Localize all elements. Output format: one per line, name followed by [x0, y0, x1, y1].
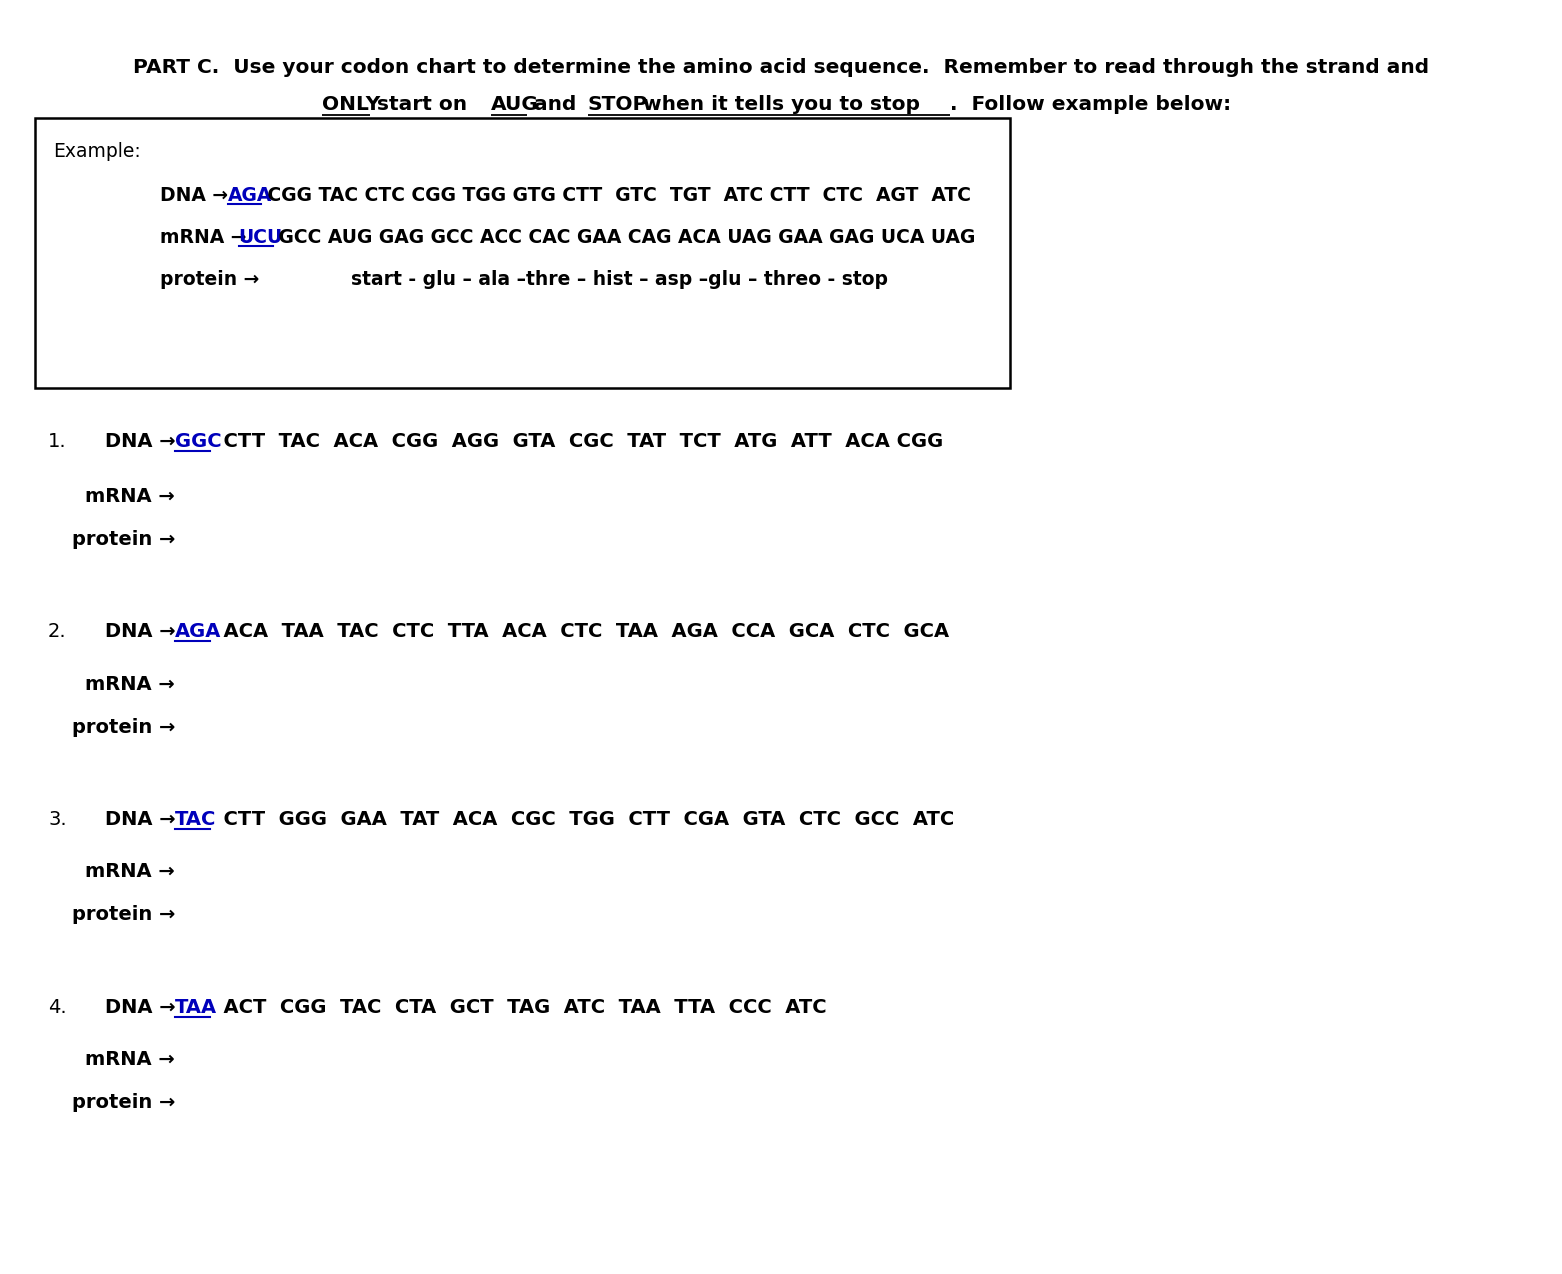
Text: DNA →: DNA → [105, 810, 183, 829]
Text: TAA: TAA [175, 998, 217, 1017]
Text: protein →: protein → [72, 719, 175, 736]
Text: CTT  GGG  GAA  TAT  ACA  CGC  TGG  CTT  CGA  GTA  CTC  GCC  ATC: CTT GGG GAA TAT ACA CGC TGG CTT CGA GTA … [209, 810, 954, 829]
Text: GGC: GGC [175, 432, 222, 451]
Text: AUG: AUG [490, 96, 539, 113]
Text: TAC: TAC [175, 810, 217, 829]
Bar [34, 118, 1011, 389]
Text: 2.: 2. [48, 622, 67, 641]
Text: ONLY: ONLY [322, 96, 380, 113]
Text: protein →: protein → [72, 1093, 175, 1112]
Text: when it tells you to stop: when it tells you to stop [636, 96, 920, 113]
Text: mRNA →: mRNA → [84, 675, 175, 694]
Text: Example:: Example: [53, 141, 141, 161]
Text: ACT  CGG  TAC  CTA  GCT  TAG  ATC  TAA  TTA  CCC  ATC: ACT CGG TAC CTA GCT TAG ATC TAA TTA CCC … [209, 998, 826, 1017]
Text: mRNA →: mRNA → [84, 1050, 175, 1069]
Text: 4.: 4. [48, 998, 67, 1017]
Text: AGA: AGA [175, 622, 222, 641]
Text: DNA →: DNA → [105, 432, 183, 451]
Text: DNA →: DNA → [159, 186, 234, 205]
Text: STOP: STOP [587, 96, 648, 113]
Text: 3.: 3. [48, 810, 67, 829]
Text: mRNA →: mRNA → [84, 487, 175, 506]
Text: PART C.  Use your codon chart to determine the amino acid sequence.  Remember to: PART C. Use your codon chart to determin… [133, 59, 1429, 76]
Text: CTT  TAC  ACA  CGG  AGG  GTA  CGC  TAT  TCT  ATG  ATT  ACA CGG: CTT TAC ACA CGG AGG GTA CGC TAT TCT ATG … [209, 432, 943, 451]
Text: start - glu – ala –thre – hist – asp –glu – threo - stop: start - glu – ala –thre – hist – asp –gl… [351, 270, 889, 289]
Text: AGA: AGA [228, 186, 272, 205]
Text: DNA →: DNA → [105, 998, 183, 1017]
Text: mRNA →: mRNA → [159, 228, 253, 247]
Text: DNA →: DNA → [105, 622, 183, 641]
Text: UCU: UCU [239, 228, 283, 247]
Text: .  Follow example below:: . Follow example below: [950, 96, 1231, 113]
Text: GCC AUG GAG GCC ACC CAC GAA CAG ACA UAG GAA GAG UCA UAG: GCC AUG GAG GCC ACC CAC GAA CAG ACA UAG … [272, 228, 976, 247]
Text: and: and [528, 96, 584, 113]
Text: protein →: protein → [72, 905, 175, 924]
Text: 1.: 1. [48, 432, 67, 451]
Text: protein →: protein → [159, 270, 259, 289]
Text: start on: start on [370, 96, 475, 113]
Text: mRNA →: mRNA → [84, 862, 175, 882]
Text: protein →: protein → [72, 530, 175, 549]
Text: CGG TAC CTC CGG TGG GTG CTT  GTC  TGT  ATC CTT  CTC  AGT  ATC: CGG TAC CTC CGG TGG GTG CTT GTC TGT ATC … [261, 186, 972, 205]
Text: ACA  TAA  TAC  CTC  TTA  ACA  CTC  TAA  AGA  CCA  GCA  CTC  GCA: ACA TAA TAC CTC TTA ACA CTC TAA AGA CCA … [209, 622, 950, 641]
